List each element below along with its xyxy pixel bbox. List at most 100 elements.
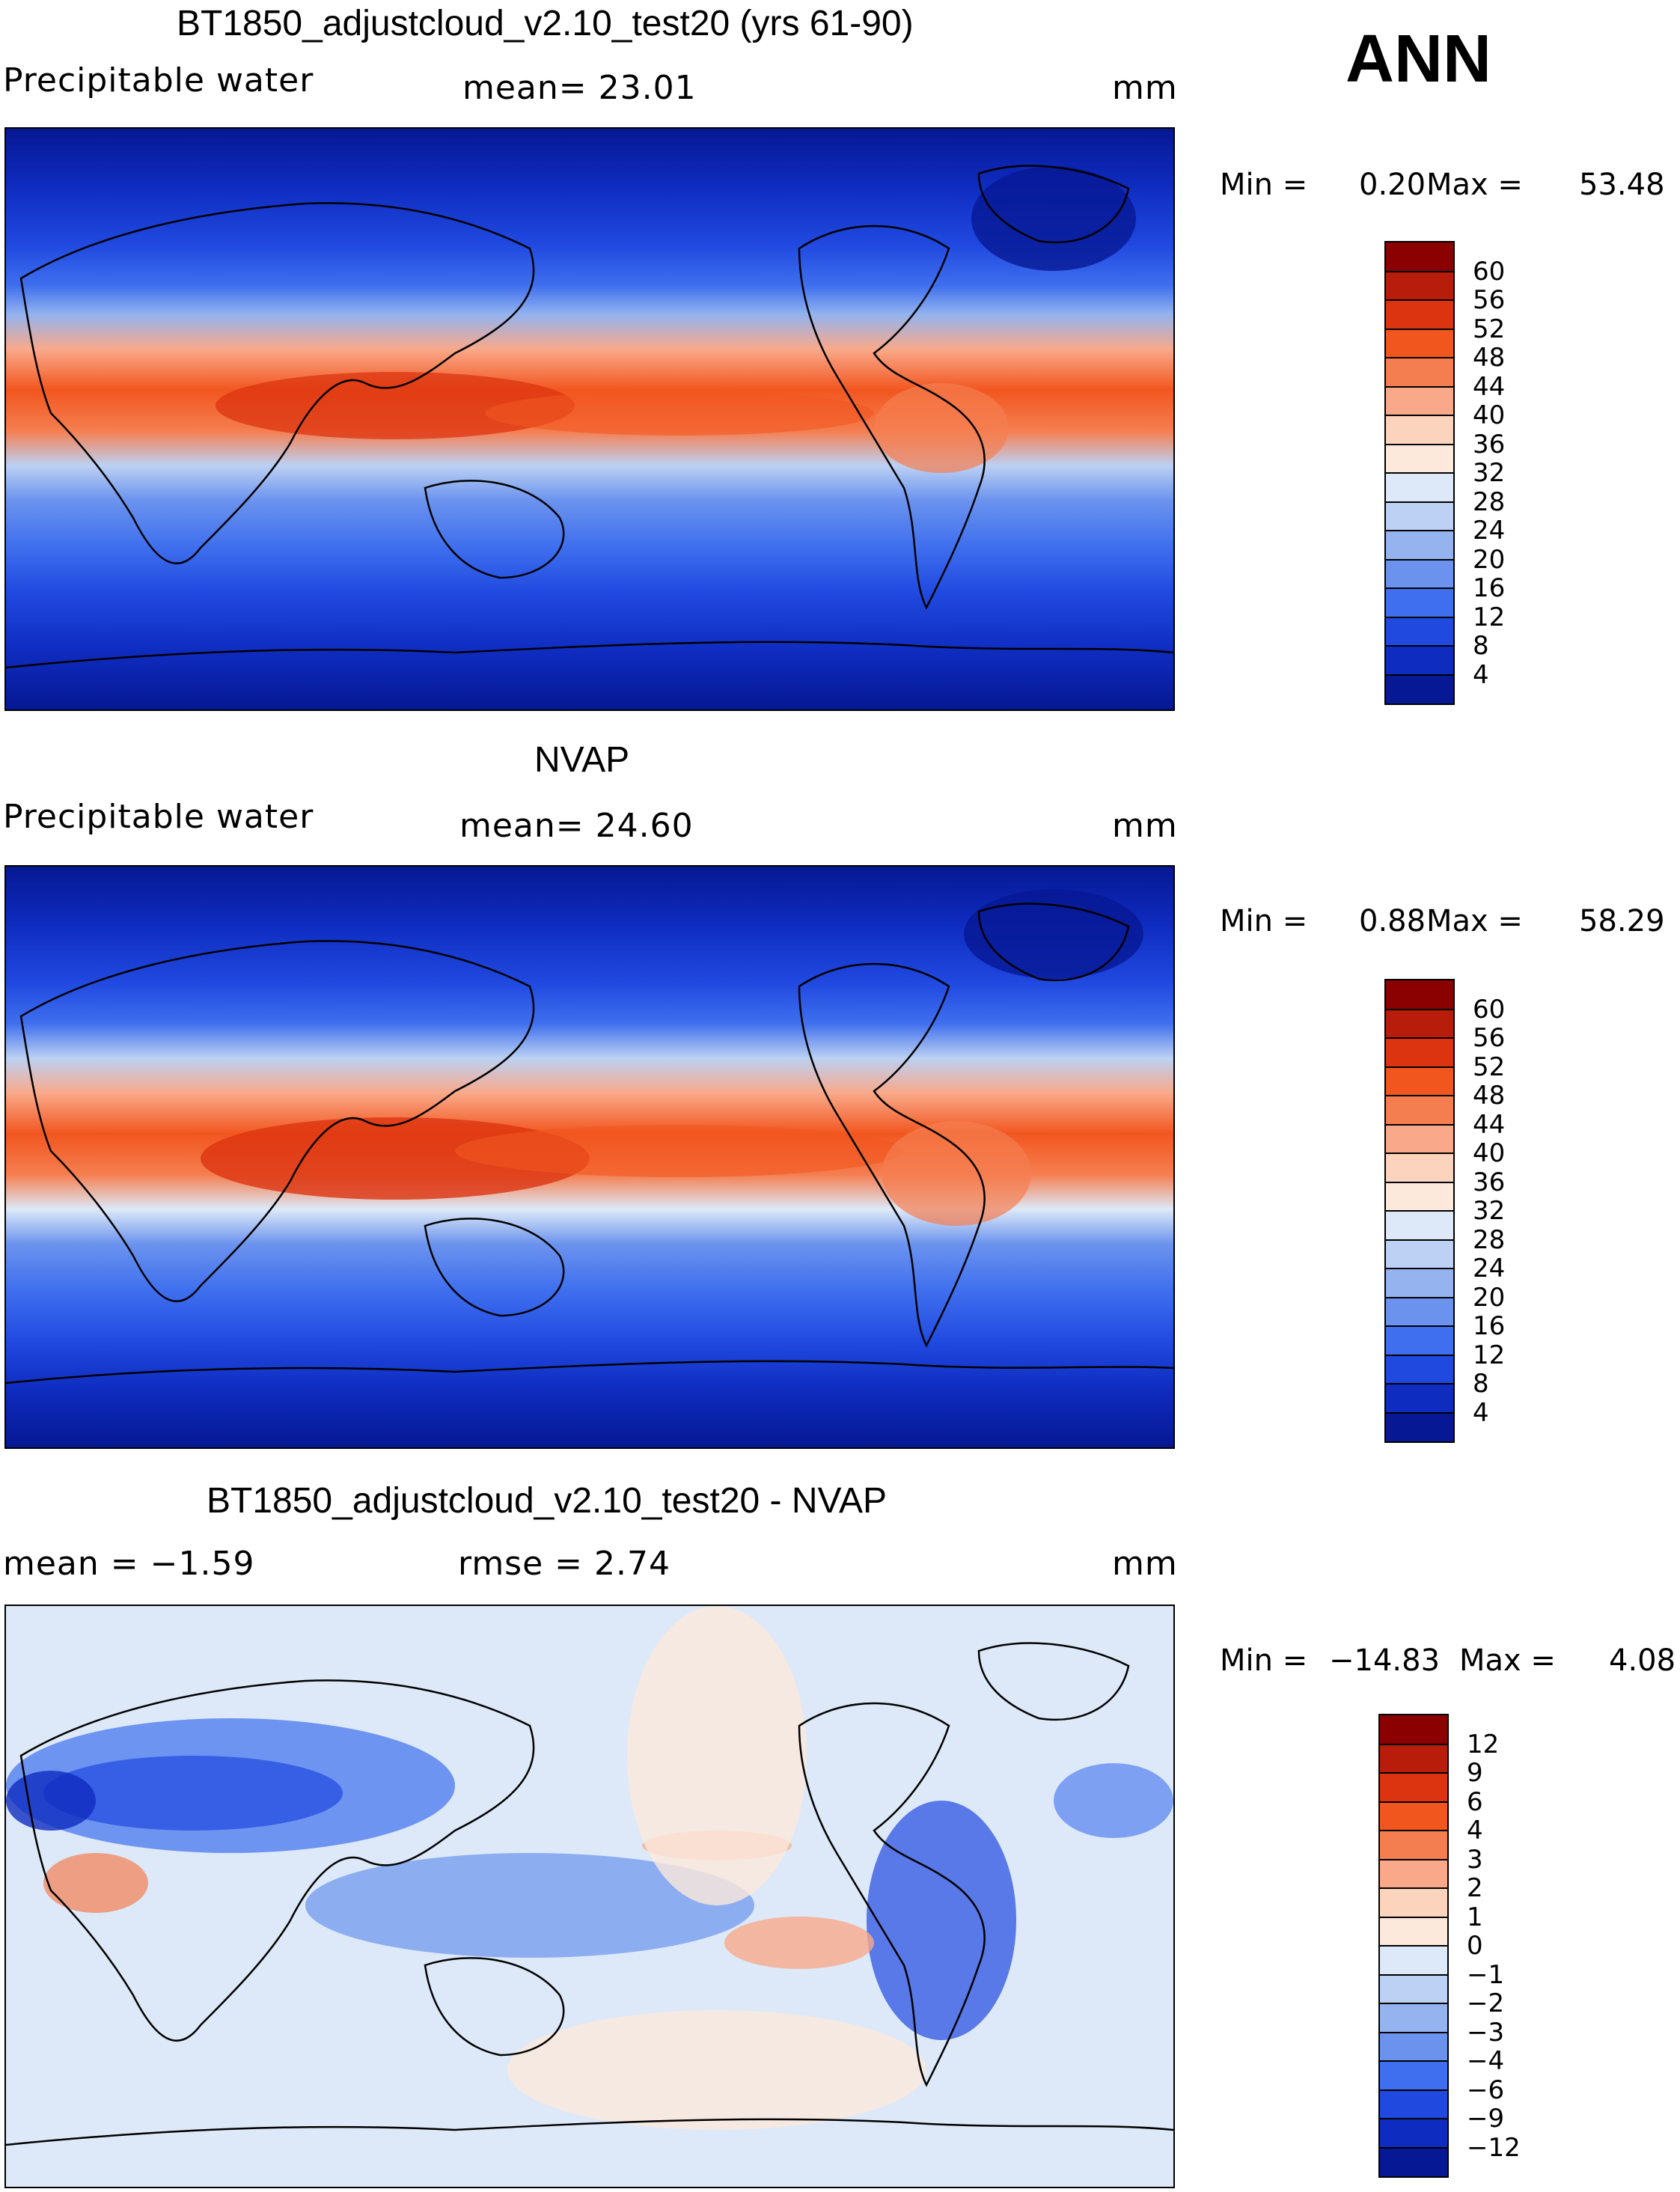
colorbar-tick-label: 0 [1467, 1931, 1483, 1961]
colorbar-swatch [1380, 1831, 1447, 1860]
colorbar-swatch [1386, 1211, 1453, 1240]
colorbar-separator [1386, 645, 1453, 647]
colorbar-separator [1386, 674, 1453, 676]
colorbar-separator [1386, 1239, 1453, 1241]
panel2-mean: mean= 24.60 [459, 807, 694, 845]
colorbar-separator [1380, 1743, 1447, 1745]
colorbar-tick-label: 44 [1473, 1109, 1506, 1140]
colorbar-tick-label: 16 [1473, 573, 1506, 603]
panel2-units: mm [1112, 807, 1178, 845]
colorbar-separator [1386, 1095, 1453, 1096]
colorbar-separator [1386, 270, 1453, 272]
colorbar-tick-label: 28 [1473, 486, 1506, 517]
colorbar-swatch [1386, 1066, 1453, 1096]
colorbar-swatch [1380, 1974, 1447, 2003]
colorbar-swatch [1386, 444, 1453, 473]
colorbar-separator [1386, 357, 1453, 358]
colorbar-swatch [1380, 1715, 1447, 1744]
colorbar-tick-label: 4 [1473, 659, 1489, 690]
colorbar-tick-label: −1 [1467, 1959, 1505, 1990]
colorbar-separator [1380, 1916, 1447, 1918]
colorbar-swatch [1386, 358, 1453, 387]
colorbar-swatch [1386, 1239, 1453, 1269]
colorbar-swatch [1380, 1917, 1447, 1946]
colorbar-swatch [1386, 473, 1453, 502]
colorbar-separator [1386, 1296, 1453, 1298]
panel1-mean: mean= 23.01 [462, 69, 697, 107]
colorbar-swatch [1386, 646, 1453, 675]
colorbar-swatch [1386, 501, 1453, 531]
colorbar-tick-label: −2 [1467, 1988, 1505, 2018]
colorbar-separator [1386, 1153, 1453, 1154]
panel1-variable: Precipitable water [3, 61, 314, 100]
colorbar-separator [1380, 1887, 1447, 1889]
colorbar-swatch [1380, 2089, 1447, 2119]
colorbar-tick-label: 52 [1473, 314, 1506, 344]
colorbar-swatch [1386, 1412, 1453, 1441]
colorbar-tick-label: 12 [1473, 602, 1506, 632]
colorbar-separator [1380, 2003, 1447, 2004]
colorbar-separator [1386, 616, 1453, 618]
colorbar-separator [1380, 2031, 1447, 2033]
colorbar-swatch [1380, 2119, 1447, 2148]
season-label: ANN [1345, 22, 1491, 97]
colorbar-swatch [1386, 1009, 1453, 1038]
panel1-min-label: Min = [1220, 168, 1308, 202]
colorbar-swatch [1380, 1888, 1447, 1917]
colorbar-tick-label: 48 [1473, 1081, 1506, 1111]
panel3-max-value: 4.08 [1609, 1643, 1676, 1678]
colorbar-tick-label: 36 [1473, 429, 1506, 460]
colorbar-swatch [1386, 1297, 1453, 1326]
colorbar-tick-label: 4 [1467, 1816, 1483, 1846]
colorbar-separator [1380, 1858, 1447, 1860]
panel2-variable: Precipitable water [3, 798, 314, 836]
panel3-rmse: rmse = 2.74 [458, 1545, 671, 1583]
panel3-max-label: Max = [1459, 1643, 1556, 1678]
colorbar-swatch [1386, 415, 1453, 445]
colorbar-tick-label: 48 [1473, 343, 1506, 373]
panel3-field [6, 1606, 1173, 2187]
colorbar-separator [1386, 385, 1453, 388]
colorbar-swatch [1380, 1801, 1447, 1831]
colorbar-separator [1380, 1830, 1447, 1831]
colorbar-separator [1386, 1181, 1453, 1183]
colorbar-separator [1380, 1945, 1447, 1947]
panel3-title: BT1850_adjustcloud_v2.10_test20 - NVAP [207, 1481, 888, 1521]
colorbar-swatch [1386, 242, 1453, 272]
colorbar-separator [1386, 1123, 1453, 1126]
colorbar-tick-label: 40 [1473, 400, 1506, 430]
colorbar-swatch [1386, 674, 1453, 703]
colorbar-tick-label: 52 [1473, 1051, 1506, 1082]
panel3-min-value: −14.83 [1329, 1643, 1441, 1678]
colorbar-swatch [1386, 1182, 1453, 1211]
panel2-min-label: Min = [1220, 904, 1308, 938]
colorbar-swatch [1386, 588, 1453, 617]
colorbar-tick-label: 40 [1473, 1138, 1506, 1168]
colorbar-tick-label: 60 [1473, 256, 1506, 287]
colorbar-swatch [1380, 2147, 1447, 2176]
colorbar-swatch [1380, 1773, 1447, 1802]
colorbar-tick-label: 12 [1467, 1729, 1500, 1759]
colorbar-tick-label: −6 [1467, 2075, 1505, 2105]
colorbar-tick-label: 16 [1473, 1311, 1506, 1341]
colorbar-swatch [1386, 386, 1453, 415]
colorbar-swatch [1386, 300, 1453, 329]
colorbar-swatch [1386, 1038, 1453, 1067]
colorbar-tick-label: 20 [1473, 1282, 1506, 1313]
colorbar-swatch [1386, 617, 1453, 646]
colorbar-tick-label: 32 [1473, 1196, 1506, 1226]
colorbar-tick-label: 24 [1473, 1254, 1506, 1283]
colorbar-tick-label: 20 [1473, 544, 1506, 575]
colorbar-tick-label: 36 [1473, 1167, 1506, 1197]
colorbar-separator [1380, 1801, 1447, 1803]
colorbar-swatch [1386, 980, 1453, 1010]
colorbar-frame [1384, 241, 1455, 705]
colorbar-tick-label: 56 [1473, 285, 1506, 315]
colorbar-separator [1386, 1268, 1453, 1269]
colorbar-separator [1386, 1008, 1453, 1010]
colorbar-tick-label: 60 [1473, 994, 1506, 1025]
colorbar-separator [1386, 530, 1453, 531]
colorbar-tick-label: 12 [1473, 1340, 1506, 1370]
colorbar-tick-label: 28 [1473, 1224, 1506, 1255]
panel2-title: NVAP [534, 740, 630, 780]
